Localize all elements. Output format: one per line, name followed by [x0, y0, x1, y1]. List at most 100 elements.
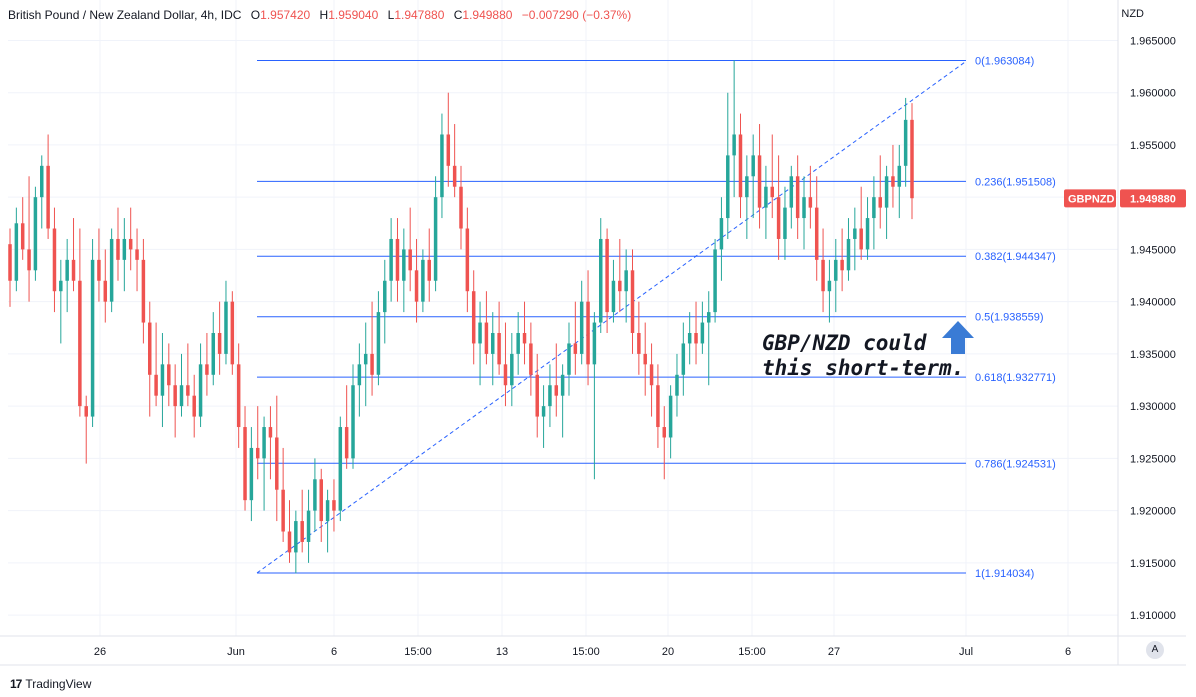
- candle-body: [40, 165, 44, 198]
- candle-body: [325, 500, 330, 522]
- candle-body: [402, 249, 406, 281]
- low-value: 1.947880: [394, 8, 445, 22]
- fib-level-label: 1(1.914034): [975, 568, 1034, 580]
- candle-body: [20, 223, 25, 250]
- price-tick-label: 1.960000: [1130, 88, 1176, 100]
- candle-body: [802, 197, 806, 219]
- candle-body: [573, 343, 578, 354]
- candle-body: [141, 259, 146, 323]
- candle-body: [675, 374, 679, 396]
- candle-body: [783, 207, 787, 239]
- price-tick-label: 1.945000: [1130, 244, 1176, 256]
- candle-body: [529, 343, 533, 375]
- candle-body: [497, 333, 501, 365]
- candle-body: [192, 395, 196, 417]
- candle-body: [275, 437, 279, 490]
- candle-body: [14, 223, 19, 281]
- candle-body: [662, 427, 667, 438]
- close-label: C: [453, 8, 463, 22]
- candle-body: [706, 312, 711, 323]
- candle-body: [262, 427, 266, 459]
- candle-body: [294, 521, 298, 553]
- high-value: 1.959040: [328, 8, 379, 22]
- candle-body: [408, 249, 412, 271]
- candle-body: [548, 385, 552, 407]
- time-tick-label: 20: [662, 646, 674, 658]
- candle-body: [897, 165, 902, 187]
- symbol-title: British Pound / New Zealand Dollar, 4h, …: [8, 8, 242, 22]
- price-badge: [1120, 189, 1186, 208]
- candle-body: [827, 280, 832, 292]
- candle-body: [834, 259, 838, 281]
- candle-body: [376, 312, 381, 375]
- tradingview-logo[interactable]: 17 TradingView: [10, 677, 91, 691]
- candle-body: [560, 374, 565, 396]
- candle-body: [446, 134, 451, 166]
- candle-body: [389, 238, 393, 281]
- close-value: 1.949880: [462, 8, 513, 22]
- candle-body: [52, 228, 57, 292]
- candle-body: [300, 521, 304, 542]
- time-tick-label: Jul: [959, 646, 973, 658]
- candle-body: [821, 259, 825, 292]
- candle-body: [745, 176, 749, 198]
- candle-body: [579, 301, 584, 354]
- candle-body: [624, 270, 628, 292]
- time-tick-label: 26: [94, 646, 106, 658]
- candle-body: [84, 406, 88, 417]
- candle-body: [357, 364, 362, 386]
- fib-level-label: 0.618(1.932771): [975, 372, 1056, 384]
- candle-body: [611, 280, 616, 313]
- candle-body: [554, 385, 559, 396]
- candle-body: [154, 374, 158, 396]
- candle-body: [433, 197, 438, 281]
- candle-body: [535, 374, 539, 417]
- price-tick-label: 1.940000: [1130, 297, 1176, 309]
- candle-body: [90, 259, 95, 417]
- candle-body: [541, 406, 546, 417]
- candle-body: [757, 155, 762, 208]
- auto-scale-button[interactable]: A: [1146, 641, 1164, 659]
- fib-level-label: 0.382(1.944347): [975, 251, 1056, 263]
- price-badge-value: 1.949880: [1130, 193, 1176, 205]
- candle-body: [853, 228, 857, 239]
- candle-body: [103, 280, 108, 302]
- candle-body: [764, 186, 768, 208]
- candle-body: [592, 322, 597, 365]
- candle-body: [903, 119, 908, 166]
- candle-body: [643, 353, 647, 365]
- open-label: O: [250, 8, 261, 22]
- time-tick-label: 15:00: [572, 646, 600, 658]
- candle-body: [319, 479, 324, 522]
- candle-body: [217, 333, 222, 354]
- candle-body: [795, 176, 800, 219]
- candle-body: [630, 270, 635, 333]
- change-value: −0.007290 (−0.37%): [521, 8, 632, 22]
- candle-body: [255, 447, 260, 459]
- candle-body: [694, 333, 698, 344]
- candle-body: [338, 427, 343, 511]
- candle-body: [471, 291, 476, 344]
- candle-body: [27, 249, 31, 271]
- price-tick-label: 1.920000: [1130, 506, 1176, 518]
- tradingview-icon: 17: [10, 677, 22, 691]
- candle-body: [268, 427, 273, 438]
- candle-body: [179, 385, 184, 407]
- axis-currency-label: NZD: [1121, 8, 1144, 20]
- time-tick-label: 6: [1065, 646, 1071, 658]
- candle-body: [351, 385, 355, 459]
- candle-body: [668, 395, 673, 438]
- candle-body: [491, 333, 495, 354]
- candle-body: [167, 364, 171, 386]
- low-label: L: [387, 8, 395, 22]
- candle-body: [452, 165, 457, 187]
- candle-body: [789, 176, 794, 208]
- candle-body: [891, 176, 895, 187]
- candle-body: [459, 186, 463, 229]
- candle-body: [230, 301, 235, 365]
- candle-body: [421, 259, 425, 302]
- candle-body: [116, 238, 120, 260]
- candle-body: [859, 228, 863, 250]
- price-tick-label: 1.910000: [1130, 610, 1176, 622]
